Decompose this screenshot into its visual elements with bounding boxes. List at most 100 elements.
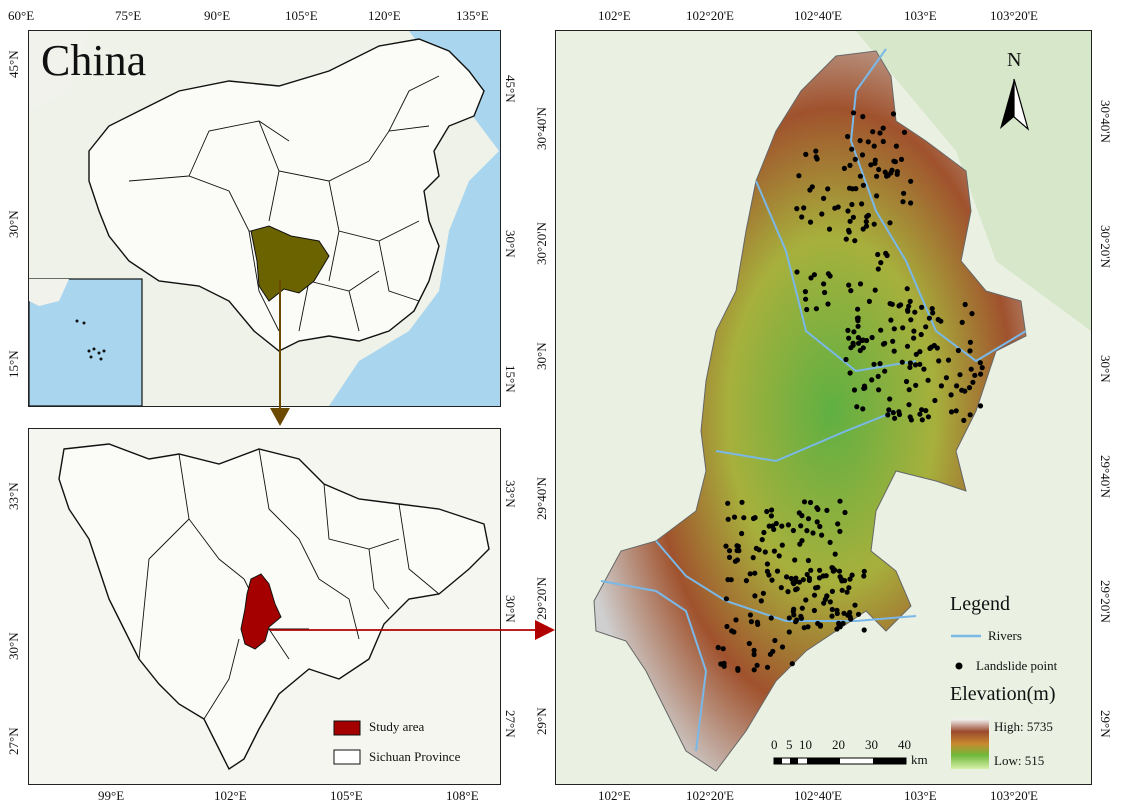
landslide-points [715, 110, 985, 673]
landslide-point [764, 561, 770, 567]
landslide-point [875, 266, 881, 272]
landslide-point [817, 523, 823, 530]
landslide-point [880, 138, 886, 145]
landslide-point [900, 199, 906, 205]
landslide-point [898, 156, 905, 162]
legend-elevation-ramp [951, 719, 989, 769]
landslide-point [848, 288, 854, 294]
landslide-point [882, 368, 888, 374]
landslide-point [731, 514, 738, 520]
landslide-point [805, 557, 811, 564]
landslide-point [721, 663, 727, 669]
landslide-point [779, 523, 785, 529]
landslide-point [857, 281, 864, 287]
landslide-point [819, 211, 825, 217]
scale-unit: km [911, 752, 928, 767]
landslide-point [826, 226, 833, 232]
st-left-lat-3: 29°40'N [534, 477, 549, 520]
landslide-point [827, 539, 833, 545]
north-label: N [1007, 49, 1022, 71]
landslide-point [804, 306, 810, 313]
landslide-point [978, 371, 984, 377]
landslide-point [906, 303, 912, 309]
landslide-point [734, 547, 740, 554]
landslide-point [750, 555, 756, 561]
sc-lon-105: 105°E [330, 788, 363, 803]
landslide-point [959, 319, 965, 325]
landslide-point [849, 146, 855, 152]
landslide-point [747, 612, 753, 618]
landslide-point [948, 409, 955, 415]
landslide-point [825, 186, 831, 192]
landslide-point [785, 589, 791, 595]
landslide-point [861, 627, 867, 633]
landslide-point [786, 629, 792, 635]
china-lon-120: 120°E [368, 8, 401, 23]
china-lon-75: 75°E [115, 8, 142, 23]
landslide-point [891, 348, 897, 354]
landslide-point [764, 568, 770, 575]
landslide-point [882, 340, 888, 346]
st-bot-lon-1: 102°20'E [686, 788, 734, 803]
landslide-point [876, 387, 882, 393]
china-lon-60: 60°E [8, 8, 35, 23]
landslide-point [764, 508, 770, 515]
landslide-point [905, 308, 911, 314]
landslide-point [824, 507, 830, 513]
landslide-point [794, 206, 800, 212]
landslide-point [843, 356, 849, 363]
legend-landslide-dot [955, 662, 963, 670]
landslide-point [954, 383, 960, 389]
landslide-point [880, 125, 886, 131]
landslide-point [815, 584, 821, 590]
landslide-point [908, 417, 914, 423]
landslide-point [869, 334, 875, 341]
legend-low-label: Low: 515 [994, 753, 1045, 768]
landslide-point [837, 498, 843, 504]
landslide-point [794, 617, 800, 623]
landslide-point [961, 417, 967, 423]
landslide-point [807, 219, 814, 225]
landslide-point [877, 130, 883, 136]
landslide-point [817, 623, 823, 629]
landslide-point [878, 327, 884, 333]
landslide-point [923, 408, 929, 414]
landslide-point [886, 407, 892, 413]
landslide-point [847, 576, 853, 582]
landslide-point [803, 151, 809, 157]
landslide-point [874, 193, 880, 199]
ocean-area [329, 31, 500, 406]
landslide-point [912, 362, 919, 368]
landslide-point [725, 500, 731, 506]
st-left-lat-4: 29°20'N [534, 577, 549, 620]
landslide-point [786, 615, 792, 621]
landslide-point [889, 167, 895, 173]
landslide-point [847, 218, 853, 224]
landslide-point [821, 281, 827, 287]
landslide-point [870, 129, 876, 135]
landslide-point [827, 599, 833, 605]
landslide-point [815, 506, 821, 512]
landslide-point [769, 577, 775, 583]
st-right-lat-4: 29°20'N [1098, 580, 1113, 623]
landslide-point [970, 379, 976, 385]
landslide-point [919, 304, 925, 310]
landslide-point [766, 523, 772, 529]
landslide-point [811, 607, 817, 614]
st-left-lat-1: 30°20'N [534, 222, 549, 265]
landslide-point [850, 110, 857, 116]
legend-title: Legend [950, 593, 1010, 615]
landslide-point [892, 159, 898, 165]
landslide-point [967, 412, 973, 418]
landslide-point [813, 154, 819, 160]
landslide-point [925, 377, 931, 383]
landslide-point [932, 397, 938, 404]
landslide-point [846, 585, 852, 591]
legend-study-swatch [333, 720, 361, 736]
landslide-point [872, 157, 878, 163]
landslide-point [802, 289, 808, 295]
rivers [600, 48, 1027, 752]
landslide-point [805, 516, 812, 522]
landslide-point [751, 667, 757, 673]
landslide-point [919, 407, 925, 413]
